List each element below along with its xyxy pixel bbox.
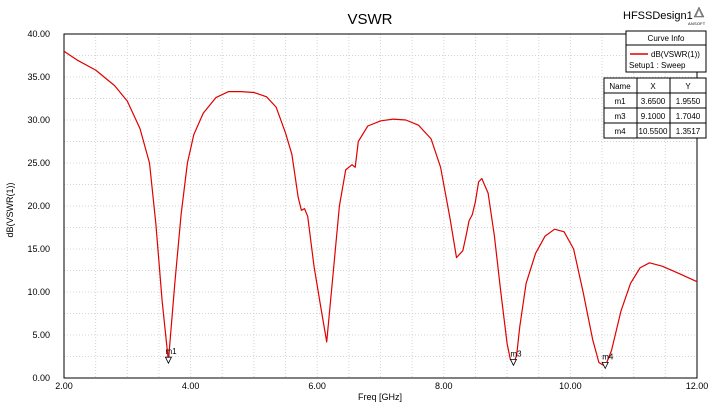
y-tick-label: 30.00 <box>27 115 50 125</box>
y-tick-label: 35.00 <box>27 72 50 82</box>
chart-grid <box>63 33 698 379</box>
x-tick-label: 8.00 <box>435 381 453 391</box>
marker-table-header: X <box>650 82 656 91</box>
marker-table-cell: 1.9550 <box>676 97 701 106</box>
series-layer <box>63 50 698 367</box>
legend-header: Curve Info <box>648 34 685 43</box>
y-tick-label: 15.00 <box>27 244 50 254</box>
x-tick-label: 10.00 <box>559 381 582 391</box>
axis-ticks: 2.00 4.00 6.00 8.00 10.00 12.00 0.00 5.00 10.00 1… <box>27 29 708 391</box>
marker-label: m4 <box>602 352 614 361</box>
x-axis-label: Freq [GHz] <box>358 392 402 402</box>
y-axis-label: dB(VSWR(1)) <box>5 182 15 237</box>
plot-frame <box>63 33 698 379</box>
ansoft-logo-icon <box>693 6 705 18</box>
x-tick-label: 4.00 <box>182 381 200 391</box>
y-tick-label: 20.00 <box>27 201 50 211</box>
marker-table-cell: 1.7040 <box>676 112 701 121</box>
legend-sub: Setup1 : Sweep <box>629 61 686 70</box>
marker-table-header: Name <box>609 82 631 91</box>
marker-table-header: Y <box>685 82 691 91</box>
x-tick-label: 2.00 <box>55 381 73 391</box>
legend-entry: dB(VSWR(1)) <box>651 50 700 59</box>
series-line <box>63 50 698 367</box>
y-tick-label: 10.00 <box>27 287 50 297</box>
y-tick-label: 40.00 <box>27 29 50 39</box>
y-tick-label: 25.00 <box>27 158 50 168</box>
x-tick-label: 12.00 <box>686 381 709 391</box>
marker-table-cell: m3 <box>614 112 626 121</box>
marker-triangle[interactable] <box>601 361 609 370</box>
marker-table-cell: 3.6500 <box>641 97 666 106</box>
marker-table-cell: m1 <box>614 97 626 106</box>
marker-label: m1 <box>165 347 177 356</box>
markers-layer: m1 m3 m4 <box>164 347 614 370</box>
y-tick-label: 5.00 <box>32 330 50 340</box>
curve-info-legend[interactable]: Curve Info dB(VSWR(1)) Setup1 : Sweep <box>625 30 707 73</box>
marker-table-cell: 1.3517 <box>676 127 701 136</box>
marker-label: m3 <box>510 349 522 358</box>
marker-table: Name X Y m1 3.6500 1.9550 m3 9.1000 1.70… <box>603 77 707 139</box>
marker-triangle[interactable] <box>509 358 518 367</box>
marker-table-cell: m4 <box>614 127 626 136</box>
marker-triangle[interactable] <box>164 356 173 365</box>
design-name: HFSSDesign1 <box>623 10 693 22</box>
chart-title: VSWR <box>348 11 393 28</box>
y-tick-label: 0.00 <box>32 373 50 383</box>
marker-table-cell: 9.1000 <box>641 112 666 121</box>
ansoft-logo-text: ANSOFT <box>688 21 706 26</box>
x-tick-label: 6.00 <box>308 381 326 391</box>
legend-box <box>625 30 707 73</box>
marker-table-cell: 10.5500 <box>639 127 668 136</box>
